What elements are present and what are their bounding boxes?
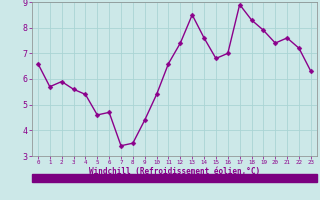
X-axis label: Windchill (Refroidissement éolien,°C): Windchill (Refroidissement éolien,°C)	[89, 167, 260, 176]
